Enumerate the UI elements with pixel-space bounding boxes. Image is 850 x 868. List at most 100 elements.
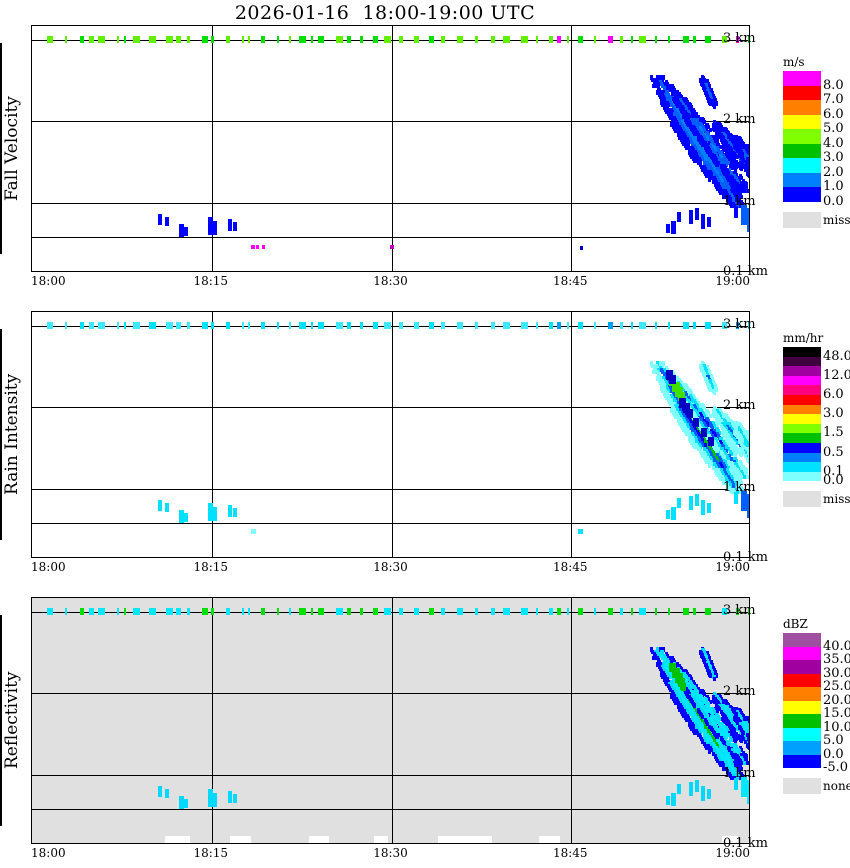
data-cell xyxy=(743,189,747,194)
data-cell xyxy=(660,101,664,106)
data-cell xyxy=(706,733,710,738)
data-cell xyxy=(698,715,703,721)
data-cell xyxy=(741,165,746,170)
data-cell xyxy=(729,197,733,202)
data-cell xyxy=(663,664,668,669)
axis-title-fall-velocity: Fall Velocity xyxy=(0,43,30,254)
data-cell xyxy=(734,736,738,741)
data-cell xyxy=(656,75,660,80)
data-cell xyxy=(660,673,664,678)
data-cell xyxy=(712,423,717,429)
data-cell xyxy=(729,451,734,457)
data-cell xyxy=(687,417,692,422)
data-cell xyxy=(720,733,724,738)
data-cell xyxy=(676,103,680,108)
data-cell xyxy=(721,176,726,181)
data-cell xyxy=(696,444,700,450)
data-cell xyxy=(669,101,673,106)
data-cell xyxy=(669,397,674,402)
clutter-speckle xyxy=(607,322,614,329)
data-cell xyxy=(729,760,734,766)
data-cell xyxy=(656,658,661,663)
data-cell xyxy=(709,165,713,170)
data-cell xyxy=(714,169,719,174)
clutter-speckle xyxy=(260,36,266,43)
data-cell xyxy=(662,391,667,396)
data-cell xyxy=(679,137,684,142)
data-cell xyxy=(701,129,705,134)
data-cell xyxy=(740,180,744,185)
data-cell xyxy=(737,773,742,778)
data-cell xyxy=(728,182,733,187)
data-cell xyxy=(715,180,719,185)
data-cell-core xyxy=(681,683,686,692)
data-cell xyxy=(663,653,667,658)
data-cell xyxy=(660,96,664,101)
data-cell xyxy=(670,679,674,684)
missing-data-segment xyxy=(438,836,493,843)
data-cell xyxy=(652,369,656,375)
x-tick-label: 19:00 xyxy=(715,274,750,288)
data-cell xyxy=(718,180,722,185)
data-cell xyxy=(666,223,670,233)
data-cell xyxy=(705,440,709,445)
clutter-speckle xyxy=(335,36,343,43)
data-cell xyxy=(701,701,705,706)
data-cell xyxy=(741,142,745,147)
clutter-speckle xyxy=(620,36,623,43)
data-cell xyxy=(708,144,712,149)
data-cell xyxy=(687,436,692,441)
data-cell xyxy=(657,378,662,383)
data-cell xyxy=(696,139,700,144)
clutter-speckle xyxy=(474,322,478,329)
data-cell xyxy=(725,472,729,477)
data-cell xyxy=(731,487,736,492)
data-cell xyxy=(729,165,734,171)
data-cell xyxy=(251,529,257,535)
data-cell xyxy=(727,461,732,467)
data-cell xyxy=(734,472,738,477)
data-cell xyxy=(232,221,237,231)
data-cell xyxy=(666,397,671,402)
data-cell xyxy=(726,188,731,194)
gridline-horizontal xyxy=(32,523,749,524)
clutter-speckle xyxy=(46,608,54,615)
gridline-vertical xyxy=(212,312,213,557)
data-cell xyxy=(674,128,678,134)
data-cell xyxy=(707,163,712,168)
data-cell xyxy=(712,414,717,419)
data-cell-core xyxy=(678,392,685,402)
data-cell xyxy=(681,707,685,712)
data-cell xyxy=(695,779,699,792)
data-cell xyxy=(658,79,663,84)
data-cell xyxy=(735,142,739,147)
data-cell xyxy=(733,203,737,209)
data-cell xyxy=(578,529,584,535)
data-cell xyxy=(711,741,716,746)
data-cell xyxy=(698,163,703,168)
data-cell xyxy=(691,442,696,447)
data-cell xyxy=(713,167,717,172)
data-cell xyxy=(721,767,726,772)
data-cell xyxy=(695,404,700,409)
clutter-speckle xyxy=(654,322,658,329)
data-cell xyxy=(704,412,709,417)
data-cell xyxy=(689,496,693,510)
clutter-speckle xyxy=(123,36,127,43)
data-cell xyxy=(706,427,710,432)
clutter-speckle xyxy=(117,36,120,43)
data-cell xyxy=(251,244,256,249)
clutter-speckle xyxy=(567,608,570,615)
x-tick-label: 18:45 xyxy=(552,274,588,288)
data-cell xyxy=(750,724,751,728)
clutter-speckle xyxy=(149,608,156,615)
data-cell xyxy=(256,244,260,249)
colorbar-tick-label: 7.0 xyxy=(823,92,844,107)
data-cell xyxy=(656,86,661,91)
data-cell xyxy=(666,96,670,101)
data-cell xyxy=(692,438,696,443)
data-cell xyxy=(697,141,701,146)
clutter-speckle xyxy=(556,608,561,615)
data-cell xyxy=(743,453,747,459)
data-cell xyxy=(708,128,713,133)
